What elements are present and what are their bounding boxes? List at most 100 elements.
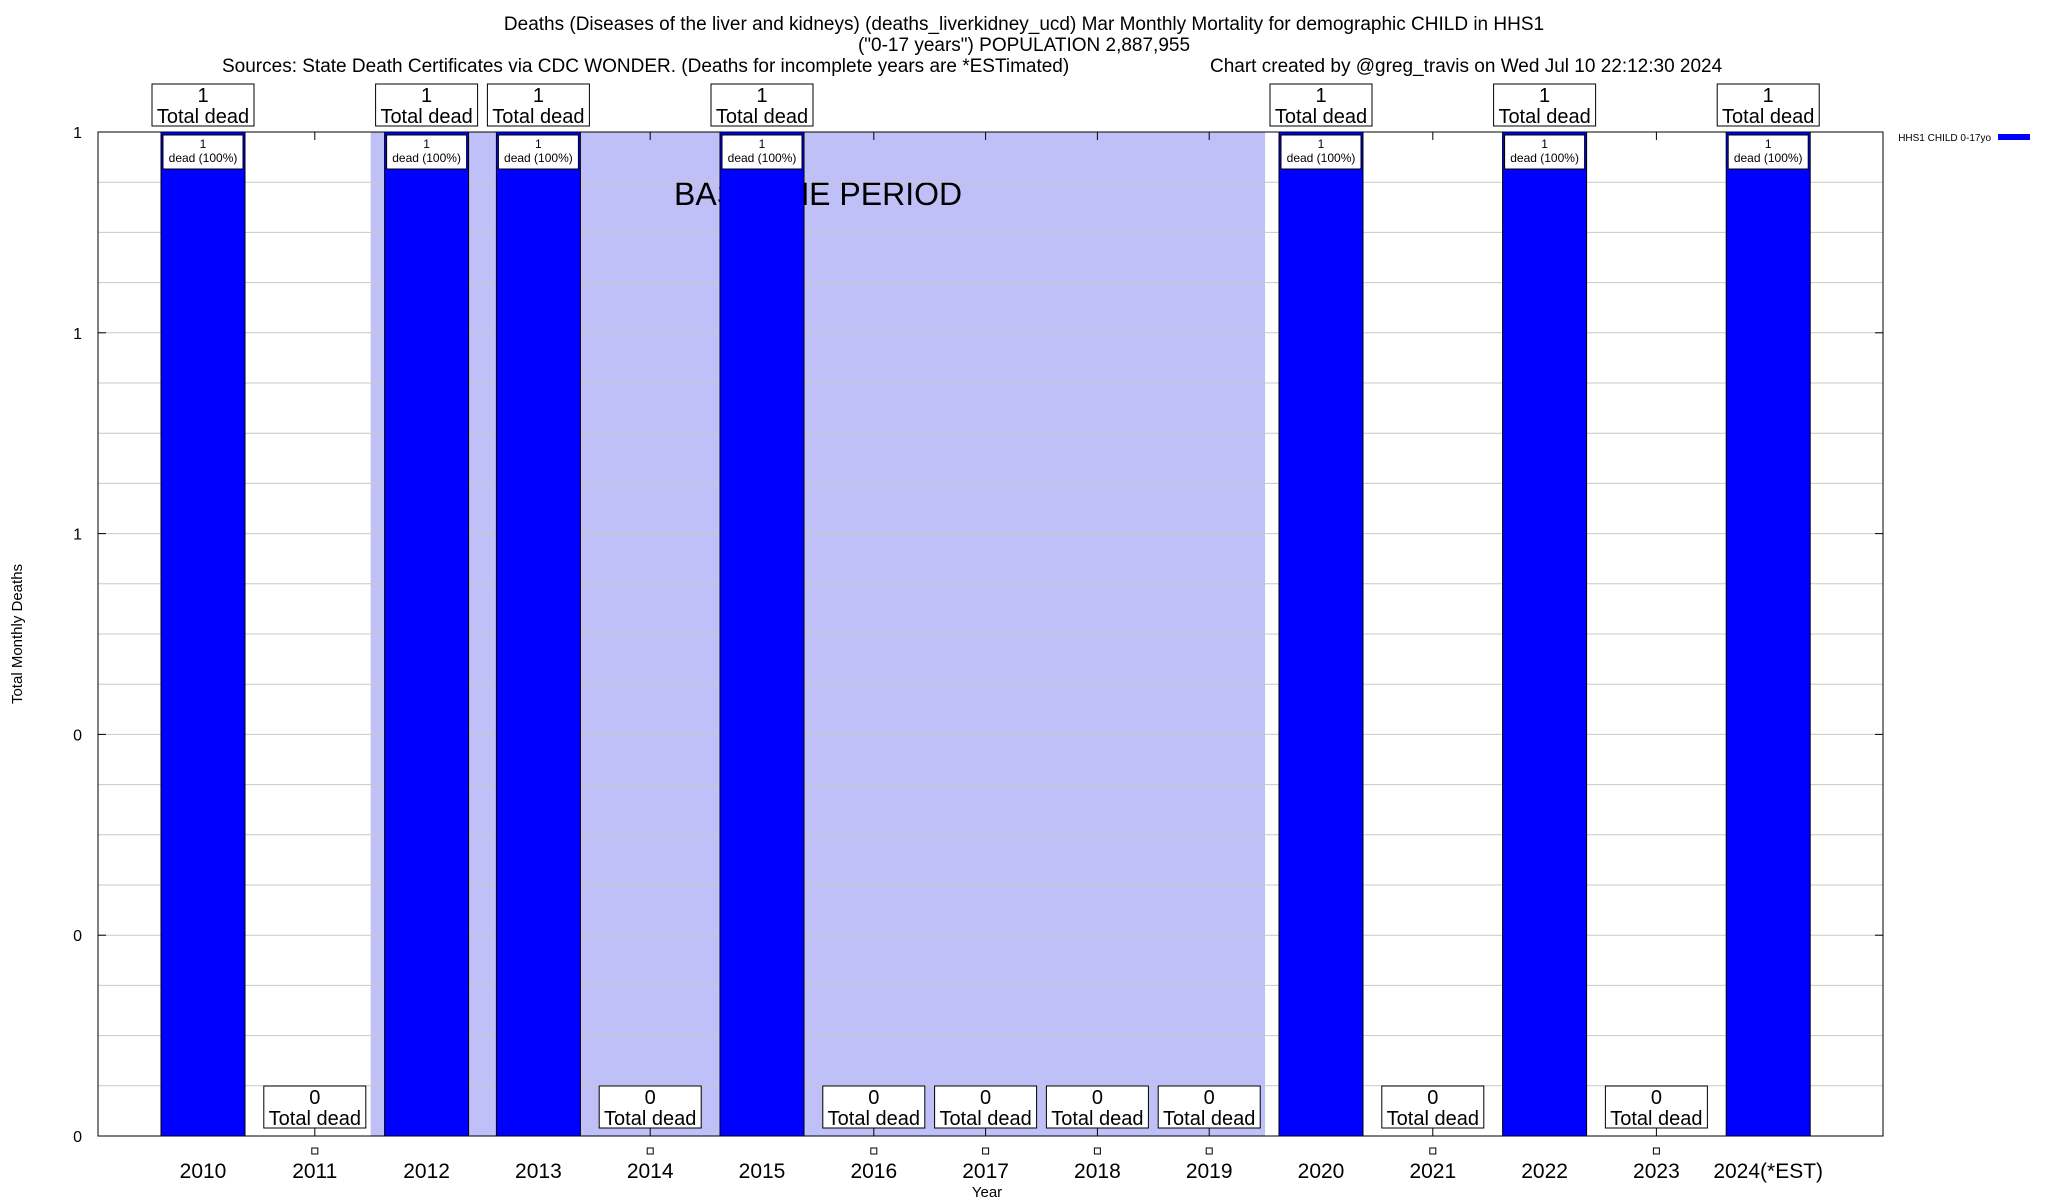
total-dead-label: 1 — [533, 85, 544, 107]
total-label-box — [1157, 1085, 1261, 1129]
total-label-box — [1716, 83, 1820, 127]
bar-2022 — [1502, 131, 1588, 1137]
zero-marker — [870, 1147, 878, 1155]
zero-marker — [1652, 1147, 1660, 1155]
y-tick-label: 0 — [73, 928, 82, 945]
total-dead-label: 0 — [1204, 1087, 1215, 1109]
total-dead-label: 1 — [421, 85, 432, 107]
total-dead-label: Total dead — [939, 1108, 1031, 1130]
total-dead-label: Total dead — [1498, 106, 1590, 128]
total-label-box — [486, 83, 590, 127]
total-dead-label: Total dead — [380, 106, 472, 128]
x-tick-label: 2022 — [1521, 1160, 1568, 1183]
y-tick-label: 1 — [73, 527, 82, 544]
plot-frame — [97, 131, 1884, 1137]
baseline-period-label: BASELINE PERIOD — [674, 176, 962, 212]
total-label-box — [1381, 1085, 1485, 1129]
legend-swatch — [1998, 134, 2030, 140]
bar-label-box — [386, 134, 468, 170]
y-tick-label: 1 — [73, 326, 82, 343]
total-dead-label: Total dead — [604, 1108, 696, 1130]
bar-label-box — [1727, 134, 1809, 170]
total-dead-label: Total dead — [1275, 106, 1367, 128]
total-label-box — [710, 83, 814, 127]
total-dead-label: Total dead — [1163, 1108, 1255, 1130]
x-tick-label: 2014 — [627, 1160, 674, 1183]
total-dead-label: 1 — [1539, 85, 1550, 107]
total-dead-label: Total dead — [1387, 1108, 1479, 1130]
bar-data-label: 1 — [759, 137, 766, 151]
zero-marker — [1093, 1147, 1101, 1155]
total-dead-label: 0 — [1427, 1087, 1438, 1109]
bar-data-label: dead (100%) — [1734, 151, 1803, 165]
total-dead-label: Total dead — [1722, 106, 1814, 128]
total-label-box — [934, 1085, 1038, 1129]
bar-2013 — [495, 131, 581, 1137]
x-tick-label: 2021 — [1409, 1160, 1456, 1183]
bar-2012 — [384, 131, 470, 1137]
bar-data-label: dead (100%) — [169, 151, 238, 165]
total-dead-label: Total dead — [716, 106, 808, 128]
legend-label: HHS1 CHILD 0-17yo — [1898, 133, 1991, 144]
chart-sources: Sources: State Death Certificates via CD… — [222, 56, 1070, 77]
bar-data-label: 1 — [535, 137, 542, 151]
bar-2010 — [160, 131, 246, 1137]
x-tick-label: 2015 — [739, 1160, 786, 1183]
total-dead-label: 1 — [1315, 85, 1326, 107]
total-dead-label: 0 — [980, 1087, 991, 1109]
bar-data-label: 1 — [1318, 137, 1325, 151]
total-dead-label: 0 — [309, 1087, 320, 1109]
total-dead-label: 0 — [1651, 1087, 1662, 1109]
total-label-box — [263, 1085, 367, 1129]
bar-2020 — [1278, 131, 1364, 1137]
bar-label-box — [1280, 134, 1362, 170]
chart-title: Deaths (Diseases of the liver and kidney… — [503, 14, 1545, 35]
x-tick-label: 2020 — [1298, 1160, 1345, 1183]
total-dead-label: 1 — [197, 85, 208, 107]
bar-data-label: 1 — [200, 137, 207, 151]
bar-label-box — [162, 134, 244, 170]
total-label-box — [1045, 1085, 1149, 1129]
total-dead-label: Total dead — [269, 1108, 361, 1130]
chart-subtitle: ("0-17 years") POPULATION 2,887,955 — [857, 35, 1191, 56]
total-dead-label: 0 — [1092, 1087, 1103, 1109]
bar-label-box — [497, 134, 579, 170]
x-tick-label: 2018 — [1074, 1160, 1121, 1183]
total-dead-label: 1 — [1763, 85, 1774, 107]
total-label-box — [1269, 83, 1373, 127]
bar-data-label: dead (100%) — [504, 151, 573, 165]
total-dead-label: 0 — [645, 1087, 656, 1109]
total-dead-label: Total dead — [828, 1108, 920, 1130]
total-label-box — [822, 1085, 926, 1129]
total-label-box — [1604, 1085, 1708, 1129]
y-tick-label: 0 — [73, 727, 82, 744]
total-dead-label: Total dead — [492, 106, 584, 128]
zero-marker — [646, 1147, 654, 1155]
x-tick-label: 2011 — [292, 1160, 337, 1183]
zero-marker — [1429, 1147, 1437, 1155]
x-tick-label: 2013 — [515, 1160, 562, 1183]
bar-data-label: dead (100%) — [728, 151, 797, 165]
bar-data-label: 1 — [1541, 137, 1548, 151]
total-dead-label: 1 — [756, 85, 767, 107]
x-tick-label: 2010 — [180, 1160, 227, 1183]
y-tick-label: 1 — [73, 125, 82, 142]
total-label-box — [1493, 83, 1597, 127]
total-dead-label: 0 — [868, 1087, 879, 1109]
y-tick-label: 0 — [73, 1129, 82, 1146]
bar-label-box — [721, 134, 803, 170]
y-axis-title: Total Monthly Deaths — [9, 564, 26, 704]
chart-credit: Chart created by @greg_travis on Wed Jul… — [1210, 56, 1723, 77]
x-tick-label: 2019 — [1186, 1160, 1233, 1183]
total-label-box — [598, 1085, 702, 1129]
x-tick-label: 2023 — [1633, 1160, 1680, 1183]
total-dead-label: Total dead — [1051, 1108, 1143, 1130]
bar-label-box — [1504, 134, 1586, 170]
x-tick-label: 2016 — [850, 1160, 897, 1183]
bar-data-label: 1 — [1765, 137, 1772, 151]
x-tick-label: 2012 — [403, 1160, 450, 1183]
x-axis-title: Year — [972, 1184, 1002, 1200]
bar-data-label: 1 — [423, 137, 430, 151]
bar-data-label: dead (100%) — [1287, 151, 1356, 165]
